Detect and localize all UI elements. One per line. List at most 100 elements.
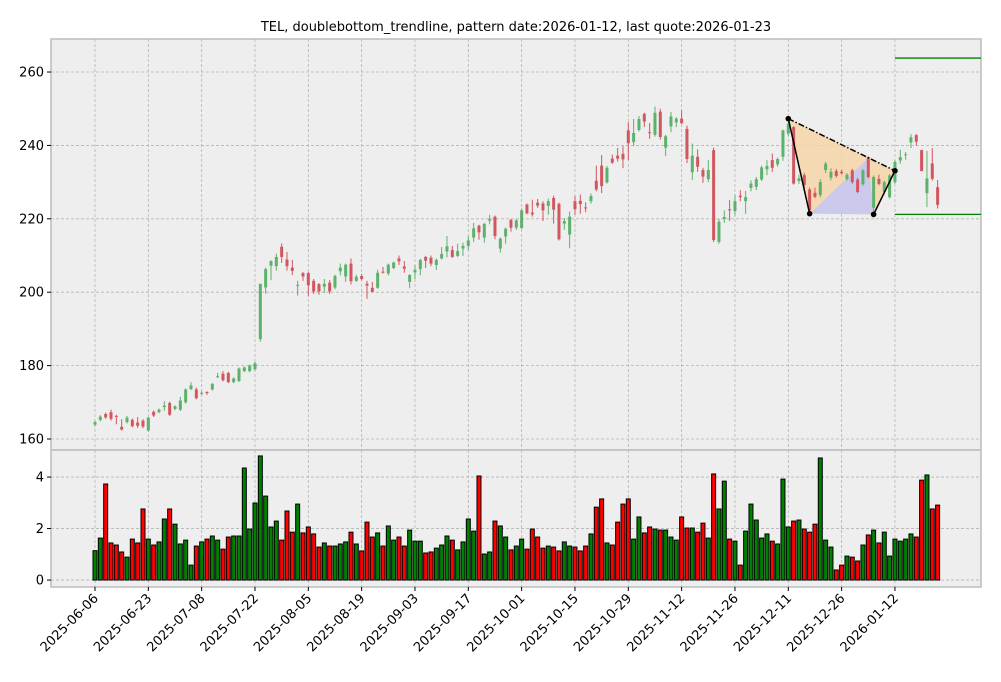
- volume-bar: [753, 519, 759, 581]
- volume-bar: [321, 542, 327, 581]
- candle-body: [722, 216, 726, 219]
- candle: [157, 408, 161, 414]
- candle: [210, 382, 214, 391]
- candle-body: [776, 158, 780, 165]
- volume-bar: [572, 546, 578, 581]
- candle-body: [146, 417, 150, 431]
- volume-bar: [284, 510, 290, 581]
- volume-bar: [817, 457, 823, 581]
- price-tick-label: 220: [19, 212, 44, 227]
- volume-bar: [844, 555, 850, 581]
- candle-body: [386, 264, 390, 274]
- volume-bar: [673, 539, 679, 581]
- candle: [797, 174, 801, 184]
- candle-body: [632, 132, 636, 143]
- x-axis: 2025-06-062025-06-232025-07-082025-07-22…: [38, 587, 902, 655]
- volume-bar: [668, 536, 674, 581]
- candle-body: [914, 135, 918, 142]
- candle-body: [642, 113, 646, 122]
- volume-bar: [124, 556, 130, 581]
- volume-bar: [145, 538, 151, 581]
- volume-bar: [439, 544, 445, 581]
- candle: [413, 265, 417, 279]
- candle: [477, 224, 481, 240]
- volume-bar: [177, 543, 183, 581]
- volume-bar: [252, 502, 258, 581]
- candle-body: [728, 209, 732, 211]
- volume-bar: [97, 537, 103, 581]
- volume-bar: [908, 533, 914, 581]
- volume-bar: [897, 540, 903, 581]
- candle-body: [637, 118, 641, 131]
- volume-bar: [684, 527, 690, 581]
- candle-body: [717, 221, 721, 242]
- candle-body: [418, 259, 422, 270]
- candle-body: [589, 196, 593, 202]
- candle: [605, 165, 609, 184]
- candle-body: [504, 228, 508, 237]
- candle: [584, 202, 588, 213]
- candle: [813, 187, 817, 199]
- volume-bar: [593, 506, 599, 581]
- candle: [466, 236, 470, 251]
- volume-bar: [647, 526, 653, 581]
- candle-body: [488, 219, 492, 221]
- volume-bar: [881, 531, 887, 581]
- candle-body: [749, 183, 753, 188]
- price-plot-area: [50, 38, 982, 451]
- candle: [104, 412, 108, 419]
- candle-body: [568, 216, 572, 235]
- candle: [568, 211, 572, 249]
- candle-body: [685, 128, 689, 159]
- candle-body: [141, 420, 145, 427]
- volume-bar: [551, 546, 557, 581]
- candle-body: [472, 228, 476, 238]
- candle: [424, 255, 428, 268]
- candle: [376, 269, 380, 289]
- volume-bar: [561, 541, 567, 581]
- candle-body: [525, 204, 529, 214]
- volume-bar: [759, 537, 765, 581]
- candle: [749, 180, 753, 192]
- candle-body: [904, 154, 908, 156]
- candle-body: [210, 383, 214, 390]
- candle-body: [450, 250, 454, 257]
- candle: [146, 416, 150, 432]
- candle-body: [600, 165, 604, 187]
- candle-body: [658, 111, 662, 137]
- volume-bar: [785, 526, 791, 581]
- candle: [333, 274, 337, 290]
- candle-body: [173, 406, 177, 409]
- candle-body: [136, 422, 140, 426]
- volume-bar: [423, 552, 429, 581]
- price-panel: 160 180 200 220 240 260: [19, 38, 982, 451]
- candle-body: [674, 118, 678, 123]
- candle: [493, 215, 497, 240]
- trendline: [787, 117, 896, 172]
- candle: [408, 274, 412, 289]
- volume-bar: [711, 473, 717, 581]
- candle-body: [738, 195, 742, 198]
- candle-body: [445, 246, 449, 252]
- candle: [530, 199, 534, 217]
- candle: [728, 200, 732, 222]
- volume-bar: [583, 545, 589, 581]
- volume-bar: [215, 539, 221, 581]
- volume-bar: [631, 538, 637, 581]
- candle: [344, 263, 348, 282]
- volume-bar: [241, 467, 247, 581]
- candle: [184, 388, 188, 404]
- candle-body: [360, 276, 364, 279]
- volume-bar: [652, 528, 658, 581]
- candle-body: [594, 180, 598, 190]
- volume-bar: [401, 545, 407, 581]
- candle-body: [338, 267, 342, 272]
- candle-body: [744, 197, 748, 202]
- candle: [600, 154, 604, 194]
- candle: [322, 278, 326, 293]
- volume-bar: [828, 546, 834, 581]
- volume-bar: [103, 483, 109, 581]
- candle-body: [888, 175, 892, 198]
- volume-bar: [492, 520, 498, 581]
